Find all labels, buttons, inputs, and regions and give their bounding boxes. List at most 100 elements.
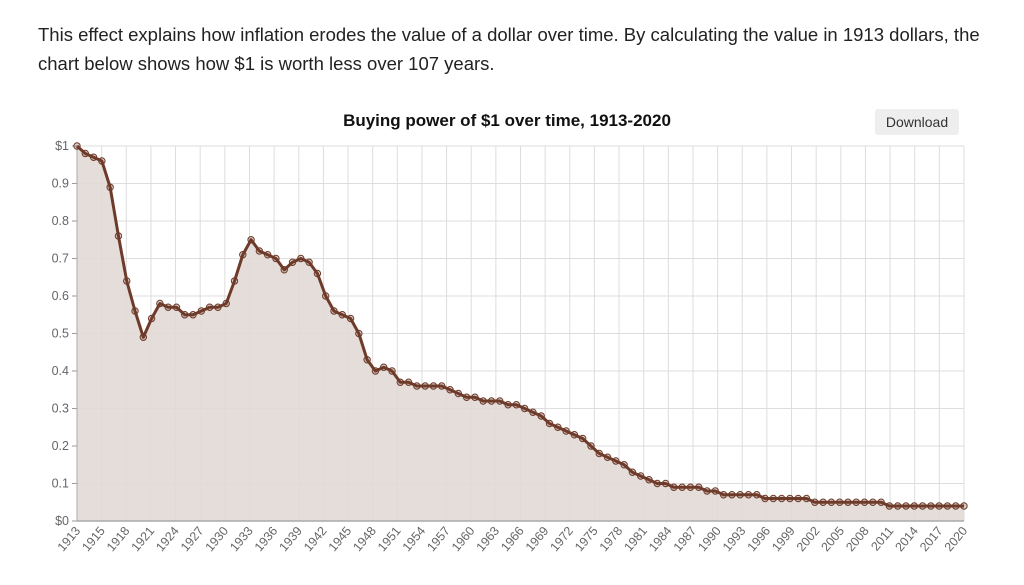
data-point [131, 307, 139, 315]
data-point [819, 498, 827, 506]
data-point [380, 363, 388, 371]
data-point [570, 431, 579, 439]
data-point [421, 382, 429, 390]
data-point [811, 498, 819, 506]
data-point [504, 401, 512, 409]
data-point [612, 457, 620, 465]
y-tick-label: $1 [55, 139, 69, 153]
data-point [902, 502, 910, 510]
data-point [736, 491, 744, 499]
x-tick-label: 2005 [819, 524, 848, 554]
data-point [363, 356, 371, 364]
y-tick-label: 0.9 [52, 177, 69, 191]
data-point [346, 314, 355, 323]
data-point [197, 307, 206, 315]
data-point [960, 502, 968, 510]
data-point [189, 311, 197, 319]
data-point [620, 461, 628, 469]
data-point [139, 333, 148, 341]
data-point [98, 157, 106, 165]
data-point [263, 251, 272, 259]
x-tick-label: 2017 [917, 524, 946, 554]
data-point [877, 498, 885, 506]
x-tick-label: 1951 [375, 524, 404, 554]
x-tick-label: 1930 [203, 524, 232, 554]
data-point [537, 412, 545, 420]
x-tick-label: 1969 [523, 524, 552, 554]
x-tick-label: 1933 [227, 524, 256, 554]
data-point [164, 303, 172, 311]
data-point [479, 397, 487, 405]
data-point [653, 479, 661, 488]
data-point [280, 266, 288, 274]
y-tick-label: $0 [55, 514, 69, 528]
data-point [438, 382, 446, 390]
data-point [670, 483, 678, 491]
data-point [711, 487, 720, 495]
data-point [703, 487, 711, 495]
data-point [645, 476, 653, 484]
x-tick-label: 1960 [449, 524, 478, 554]
data-point [272, 254, 280, 263]
x-tick-label: 1984 [646, 524, 675, 554]
x-tick-label: 2002 [794, 524, 823, 554]
x-tick-label: 1939 [276, 524, 305, 554]
data-point [952, 502, 960, 510]
data-point [89, 153, 98, 161]
data-point [554, 423, 562, 431]
download-button[interactable]: Download [875, 109, 959, 135]
data-point [147, 314, 156, 323]
x-tick-label: 1924 [153, 524, 182, 554]
data-point [487, 397, 496, 405]
series-line [75, 144, 964, 508]
data-point [338, 311, 346, 319]
y-tick-label: 0.7 [52, 252, 69, 266]
y-tick-label: 0.4 [52, 364, 69, 378]
data-point [728, 491, 736, 499]
x-tick-label: 1936 [252, 524, 281, 554]
data-point [860, 498, 869, 506]
intro-paragraph: This effect explains how inflation erode… [38, 24, 980, 74]
data-point [661, 479, 670, 488]
x-tick-label: 1990 [695, 524, 724, 554]
y-tick-label: 0.6 [52, 289, 69, 303]
data-point [637, 472, 645, 480]
data-point [678, 483, 686, 491]
data-point [471, 393, 479, 401]
data-point [545, 419, 554, 428]
x-tick-label: 1996 [745, 524, 774, 554]
y-tick-label: 0.8 [52, 214, 69, 228]
data-point [371, 367, 380, 375]
data-point [529, 408, 537, 416]
x-tick-label: 1913 [55, 524, 84, 554]
data-point [123, 277, 131, 285]
data-point [512, 401, 521, 409]
x-tick-label: 2020 [942, 524, 971, 554]
data-point [214, 303, 222, 311]
data-point [869, 498, 877, 506]
data-point [603, 453, 612, 461]
data-point [753, 491, 761, 499]
data-point [827, 498, 836, 506]
data-point [181, 311, 189, 319]
data-point [255, 247, 264, 255]
data-point [73, 142, 81, 150]
data-point [313, 269, 322, 278]
data-point [106, 183, 114, 191]
x-tick-label: 2008 [843, 524, 872, 554]
data-point [81, 149, 89, 158]
data-point [321, 292, 330, 300]
x-tick-label: 1954 [400, 524, 429, 554]
data-point [595, 449, 603, 458]
y-tick-label: 0.1 [52, 477, 69, 491]
data-point [910, 502, 918, 510]
data-point [761, 494, 769, 503]
x-tick-label: 1972 [547, 524, 576, 554]
chart-title: Buying power of $1 over time, 1913-2020 [343, 111, 671, 130]
data-point [288, 258, 297, 266]
x-tick-label: 1921 [129, 524, 158, 554]
data-point [786, 494, 794, 503]
data-point [230, 277, 239, 285]
data-point [628, 468, 637, 476]
data-point [172, 303, 181, 311]
